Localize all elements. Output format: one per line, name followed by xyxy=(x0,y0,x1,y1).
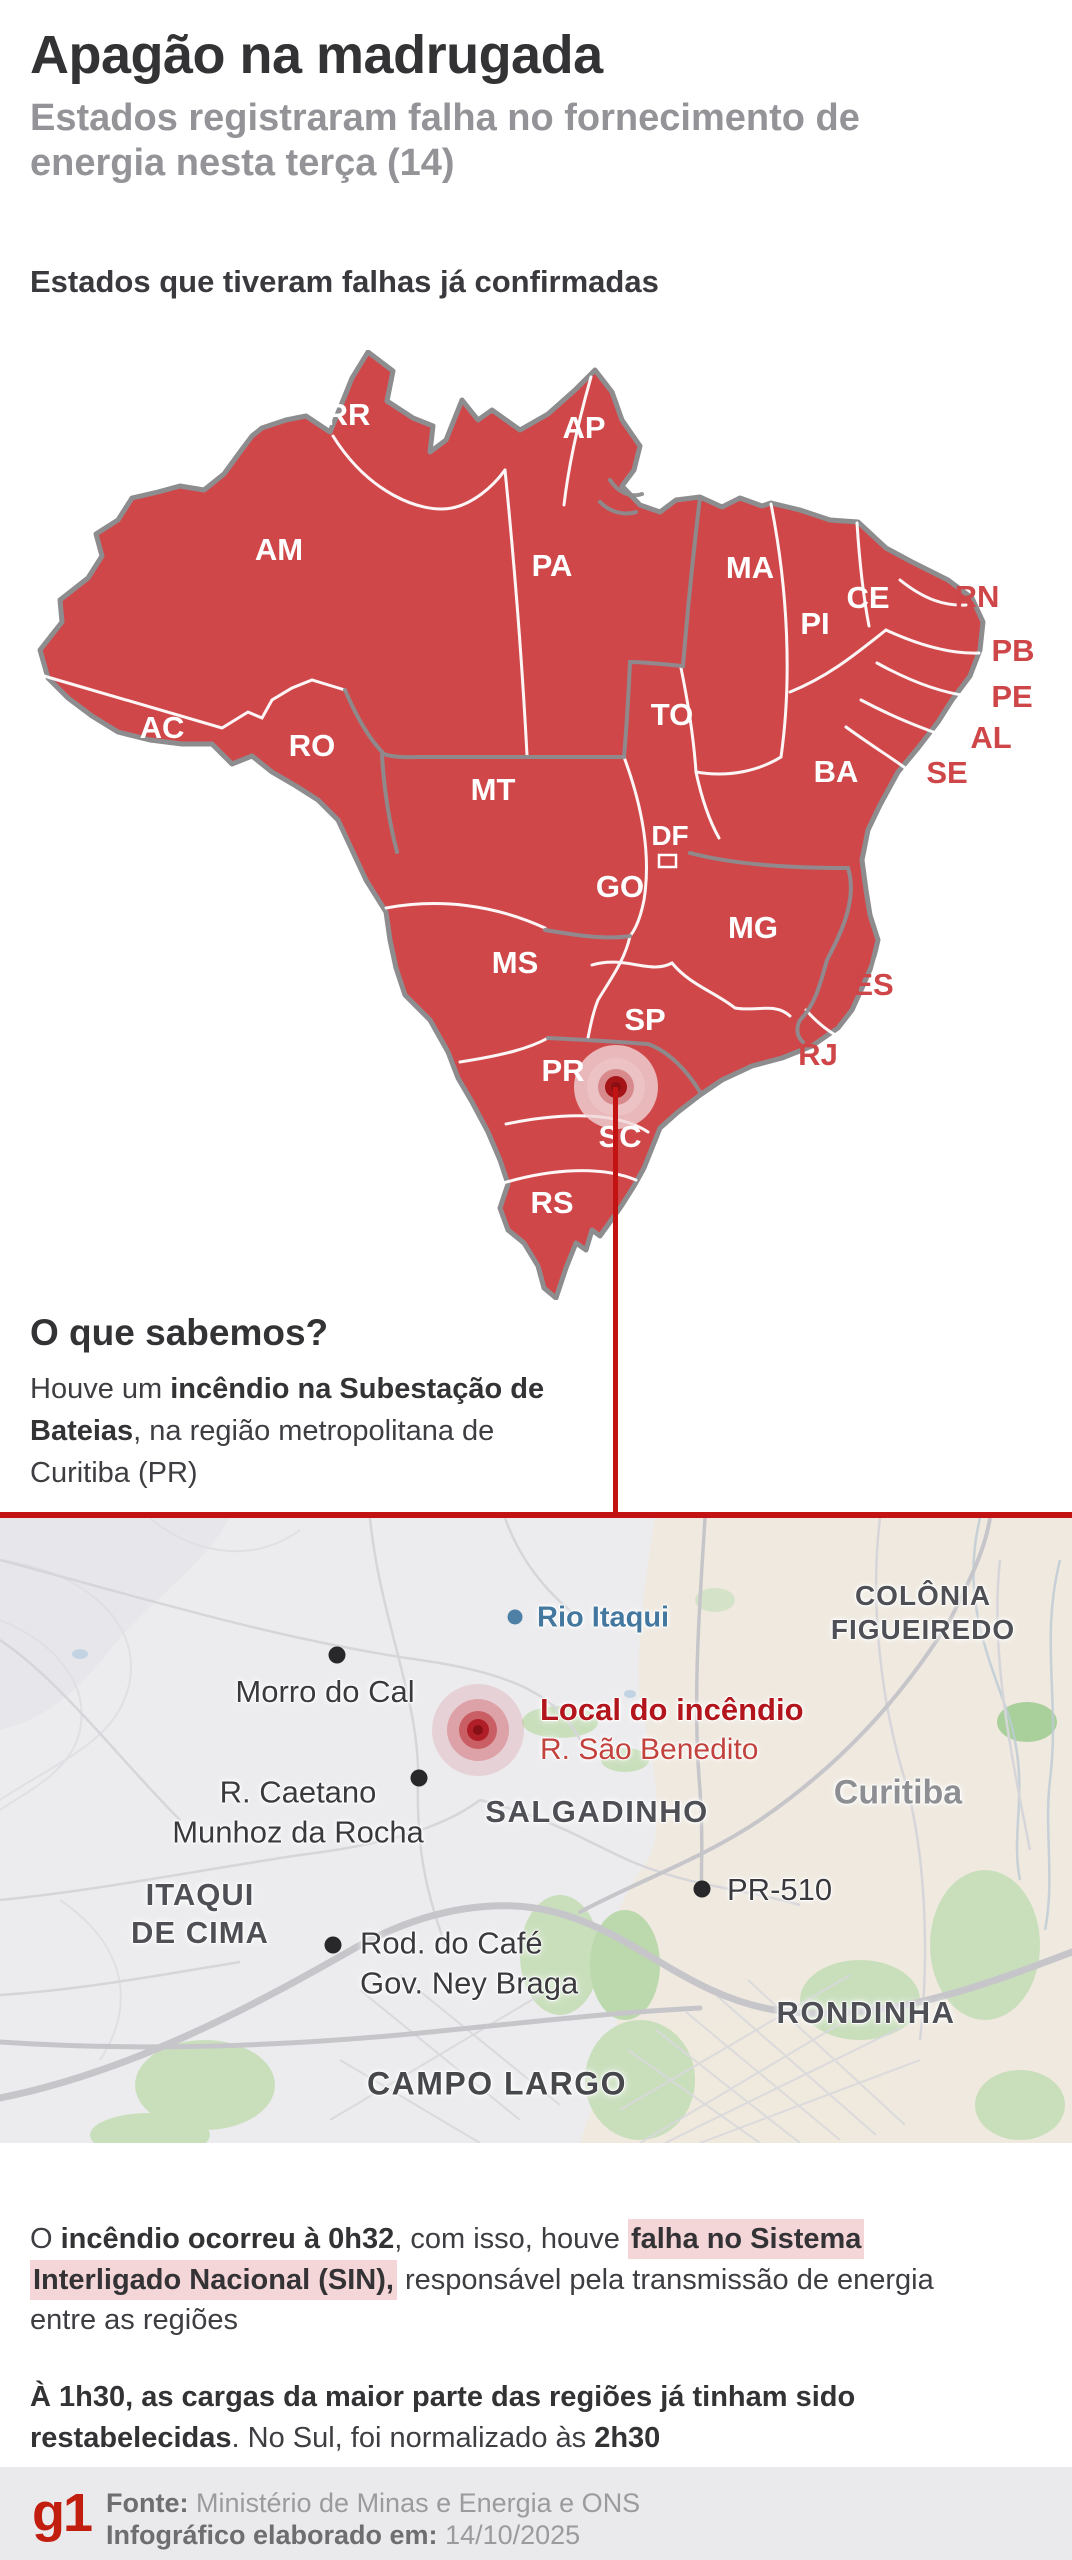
hill-shading xyxy=(0,1518,230,1730)
brazil-states-map xyxy=(37,350,986,1300)
state-label-am: AM xyxy=(254,532,304,567)
fact2-seg-3: 2h30 xyxy=(594,2421,661,2454)
river-lines xyxy=(972,1517,1062,1931)
state-label-se: SE xyxy=(926,755,968,790)
footer-date-value: 14/10/2025 xyxy=(445,2520,581,2551)
label-salgadinho: SALGADINHO xyxy=(485,1794,709,1830)
state-label-al: AL xyxy=(970,720,1012,755)
state-label-ap: AP xyxy=(562,410,606,445)
map-section-heading: Estados que tiveram falhas já confirmada… xyxy=(30,264,659,299)
fact1-seg-2: incêndio ocorreu à 0h32 xyxy=(60,2223,395,2255)
region-borders-gray xyxy=(343,478,853,1094)
state-label-mg: MG xyxy=(728,910,778,945)
state-label-es: ES xyxy=(852,967,894,1002)
fact-paragraph-2: À 1h30, as cargas da maior parte das reg… xyxy=(30,2377,980,2458)
label-itaqui-de-cima: ITAQUI DE CIMA xyxy=(131,1877,269,1950)
poi-dot-morro-icon xyxy=(328,1646,346,1664)
knowbox-text: Houve um incêndio na Subestação de Batei… xyxy=(30,1368,545,1494)
state-label-pe: PE xyxy=(991,679,1033,714)
state-label-go: GO xyxy=(595,869,645,904)
poi-dot-pr510-icon xyxy=(693,1880,711,1898)
fact1-seg-1: O xyxy=(30,2223,61,2255)
green-areas xyxy=(90,1588,1065,2157)
state-label-rj: RJ xyxy=(798,1037,838,1072)
state-label-ro: RO xyxy=(288,728,336,763)
poi-dot-rodcafe-icon xyxy=(324,1936,342,1954)
contour-lines xyxy=(0,1517,301,2061)
label-local-do-incendio: Local do incêndio xyxy=(540,1692,804,1727)
street-grid xyxy=(329,1974,921,2144)
poi-dot-caetano-icon xyxy=(410,1769,428,1787)
pond xyxy=(72,1649,88,1659)
state-borders-white xyxy=(42,375,981,1186)
connector-line xyxy=(613,1087,618,1518)
fact2-seg-1: À 1h30, as cargas da maior parte das reg… xyxy=(30,2381,856,2454)
state-label-sp: SP xyxy=(624,1002,666,1037)
water-poi-dot-icon xyxy=(507,1609,523,1625)
label-curitiba: Curitiba xyxy=(833,1773,963,1812)
footer-source-line: Fonte: Ministério de Minas e Energia e O… xyxy=(106,2487,640,2519)
df-square xyxy=(657,853,678,869)
label-rod-do-cafe: Rod. do Café Gov. Ney Braga xyxy=(360,1925,579,2001)
state-label-rr: RR xyxy=(325,397,371,432)
state-label-rs: RS xyxy=(530,1185,574,1220)
footer-bar xyxy=(0,2467,1072,2560)
label-r-sao-benedito: R. São Benedito xyxy=(540,1733,759,1766)
footer-source-label: Fonte: xyxy=(106,2488,189,2518)
label-campo-largo: CAMPO LARGO xyxy=(366,2065,628,2102)
state-label-pa: PA xyxy=(531,548,573,583)
pond-2 xyxy=(624,1690,636,1698)
footer-source-value: Ministério de Minas e Energia e ONS xyxy=(196,2488,641,2518)
label-colonia-figueiredo: COLÔNIA FIGUEIREDO xyxy=(830,1579,1016,1645)
knowbox-seg-3: , na região metropolitana de Curitiba (P… xyxy=(30,1415,495,1490)
knowbox-heading: O que sabemos? xyxy=(30,1312,329,1353)
label-morro-do-cal: Morro do Cal xyxy=(235,1674,415,1710)
knowbox-seg-1: Houve um xyxy=(30,1373,171,1405)
footer-date-label: Infográfico elaborado em: xyxy=(106,2520,438,2551)
minor-roads xyxy=(0,1517,1032,2041)
label-rondinha: RONDINHA xyxy=(776,1995,956,2031)
state-label-rn: RN xyxy=(954,579,1000,614)
state-label-pb: PB xyxy=(991,633,1035,668)
fact1-seg-3: , com isso, houve xyxy=(394,2223,628,2255)
state-label-ms: MS xyxy=(491,945,539,980)
fact2-seg-2: . No Sul, foi normalizado às xyxy=(231,2421,595,2454)
state-label-ce: CE xyxy=(846,580,890,615)
fire-marker-icon xyxy=(432,1684,524,1776)
label-pr-510: PR-510 xyxy=(727,1872,833,1908)
state-label-df: DF xyxy=(651,820,689,851)
knowbox-seg-2: incêndio na Subestação de Bateias xyxy=(30,1373,545,1448)
footer-credits: Fonte: Ministério de Minas e Energia e O… xyxy=(106,2487,640,2552)
detail-street-map xyxy=(0,1512,1072,2160)
state-label-pr: PR xyxy=(541,1053,585,1088)
state-label-ac: AC xyxy=(139,710,185,745)
g1-logo-icon: g1 xyxy=(32,2483,93,2543)
label-rio-itaqui: Rio Itaqui xyxy=(537,1601,670,1634)
state-label-pi: PI xyxy=(800,606,830,641)
state-label-ba: BA xyxy=(813,754,859,789)
fact1-seg-5: responsável pela transmissão de energia … xyxy=(30,2263,934,2337)
highways xyxy=(0,1516,1072,2102)
label-r-caetano: R. Caetano Munhoz da Rocha xyxy=(172,1774,424,1849)
street-map-canvas xyxy=(0,1516,1072,2160)
brazil-country-shape xyxy=(37,350,986,1300)
footer-date-line: Infográfico elaborado em: 14/10/2025 xyxy=(106,2519,640,2551)
fact-paragraph-1: O incêndio ocorreu à 0h32, com isso, hou… xyxy=(30,2219,980,2341)
page-subtitle: Estados registraram falha no forneciment… xyxy=(30,97,860,184)
state-label-mt: MT xyxy=(470,772,516,807)
page-title: Apagão na madrugada xyxy=(30,25,603,85)
state-label-sc: SC xyxy=(598,1119,642,1154)
state-label-ma: MA xyxy=(725,550,775,585)
state-label-to: TO xyxy=(650,697,694,732)
